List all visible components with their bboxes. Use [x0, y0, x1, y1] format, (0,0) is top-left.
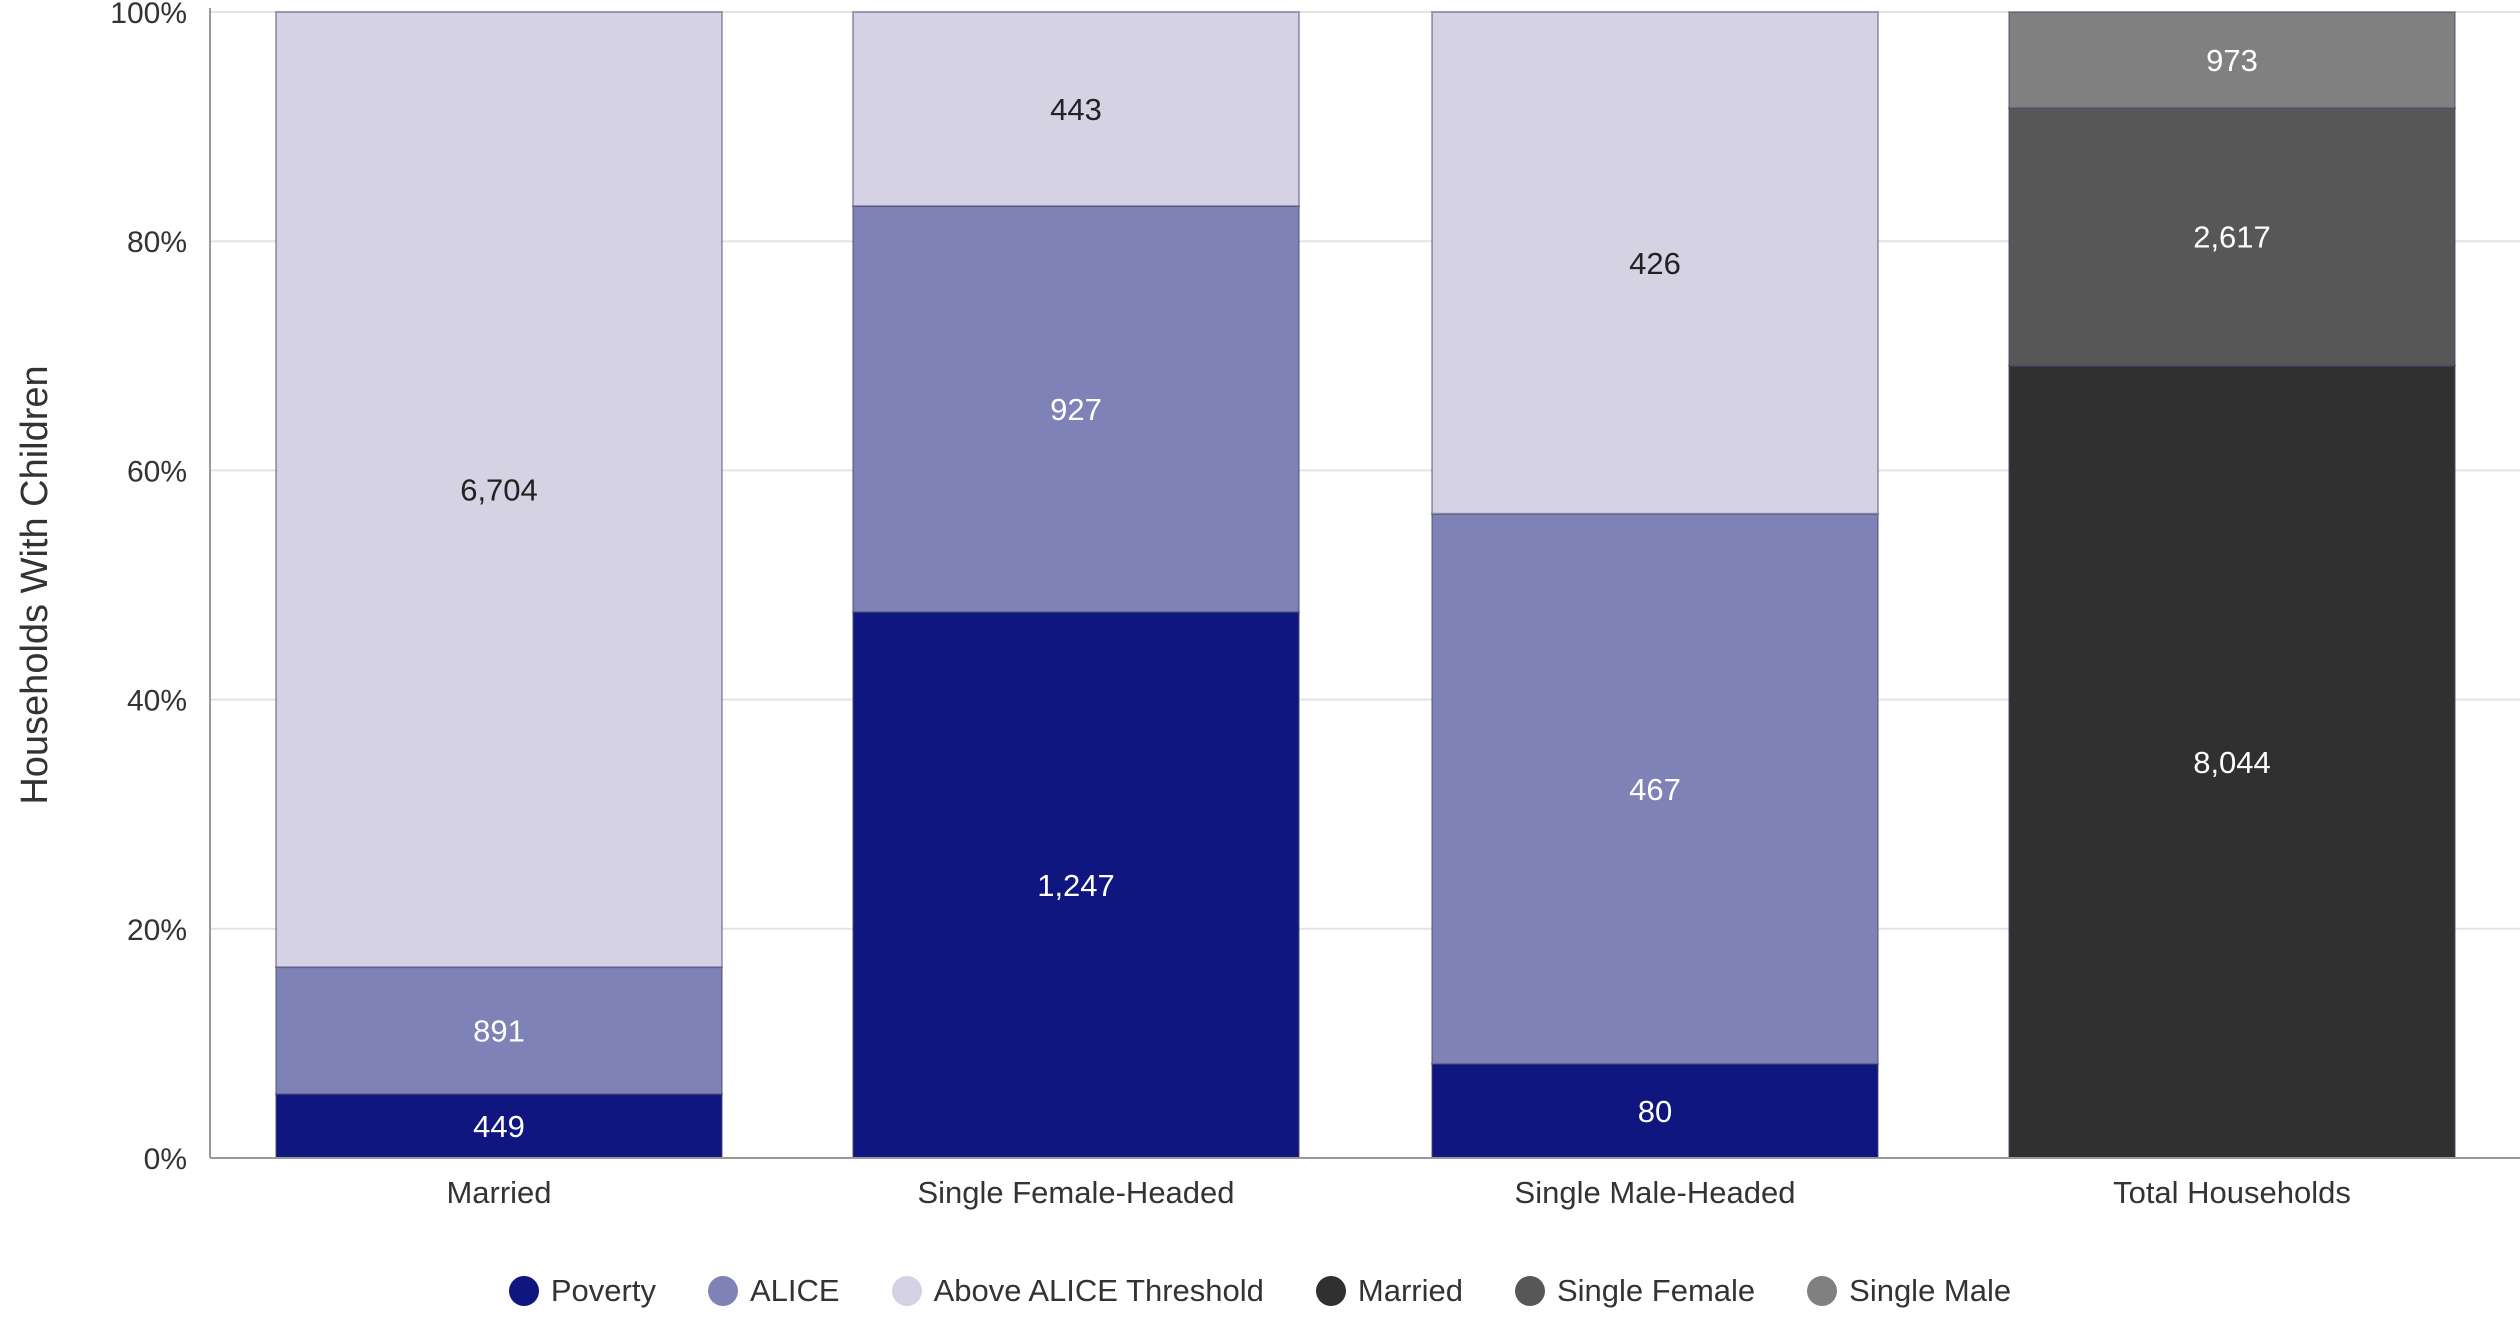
- bar-segment: [1431, 1062, 1879, 1160]
- legend-item[interactable]: Single Male: [1807, 1273, 2011, 1309]
- data-label: 2,617: [2193, 220, 2271, 255]
- legend-swatch: [891, 1276, 922, 1306]
- data-label: 426: [1629, 246, 1681, 281]
- bar-segment: [275, 1093, 723, 1160]
- legend-item[interactable]: ALICE: [707, 1273, 840, 1309]
- y-tick-label: 80%: [127, 226, 187, 259]
- legend-swatch: [508, 1276, 539, 1306]
- x-tick-label: Single Male-Headed: [1515, 1175, 1796, 1210]
- legend: Poverty ALICE Above ALICE Threshold Married…: [0, 1273, 2520, 1309]
- bar-segment: [1431, 512, 1879, 1065]
- legend-label: Poverty: [550, 1273, 656, 1308]
- bar-segment: [275, 966, 723, 1096]
- data-label: 8,044: [2193, 745, 2271, 780]
- legend-item[interactable]: Married: [1315, 1273, 1463, 1309]
- data-label: 1,247: [1037, 868, 1115, 903]
- legend-label: ALICE: [749, 1273, 840, 1308]
- data-label: 891: [473, 1014, 525, 1049]
- data-label: 80: [1638, 1094, 1672, 1129]
- bar-segment: [2008, 106, 2456, 367]
- legend-swatch: [1315, 1276, 1346, 1306]
- legend-label: Single Male: [1849, 1273, 2012, 1308]
- y-tick-label: 40%: [127, 685, 187, 718]
- x-tick-label: Married: [446, 1175, 551, 1210]
- data-label: 973: [2206, 43, 2258, 78]
- legend-label: Above ALICE Threshold: [933, 1273, 1264, 1308]
- y-tick-label: 60%: [127, 455, 187, 488]
- bar-segment: [2008, 11, 2456, 109]
- data-label: 467: [1629, 772, 1681, 807]
- legend-label: Married: [1357, 1273, 1463, 1308]
- bar-segment: [2008, 364, 2456, 1159]
- bar-segment: [852, 204, 1300, 613]
- bar-segment: [1431, 11, 1879, 515]
- data-label: 449: [473, 1109, 525, 1144]
- y-tick-label: 100%: [110, 0, 187, 30]
- legend-swatch: [707, 1276, 738, 1306]
- legend-swatch: [1514, 1276, 1545, 1306]
- legend-swatch: [1807, 1276, 1838, 1306]
- x-tick-label: Single Female-Headed: [917, 1175, 1234, 1210]
- legend-label: Single Female: [1556, 1273, 1756, 1308]
- data-label: 443: [1050, 92, 1102, 127]
- y-tick-label: 0%: [144, 1143, 187, 1176]
- legend-item[interactable]: Poverty: [508, 1273, 656, 1309]
- bar-segment: [852, 11, 1300, 207]
- data-label: 927: [1050, 392, 1102, 427]
- bar-segment: [852, 610, 1300, 1159]
- data-label: 6,704: [460, 473, 538, 508]
- y-axis-title: Households With Children: [14, 365, 56, 804]
- y-tick-label: 20%: [127, 914, 187, 947]
- legend-item[interactable]: Above ALICE Threshold: [891, 1273, 1264, 1309]
- bar-segment: [275, 11, 723, 969]
- x-tick-label: Total Households: [2113, 1175, 2351, 1210]
- legend-item[interactable]: Single Female: [1514, 1273, 1756, 1309]
